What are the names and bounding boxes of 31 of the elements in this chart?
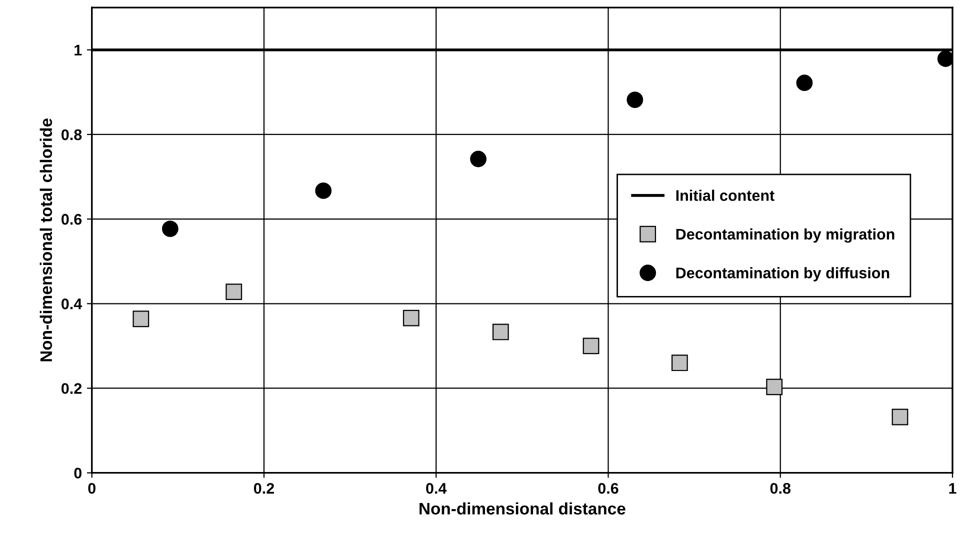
- x-tick-label: 0.4: [426, 482, 447, 494]
- point: [671, 354, 688, 372]
- point: [796, 74, 813, 92]
- point: [402, 310, 420, 326]
- y-tick-label: 0.2: [62, 383, 82, 394]
- point: [766, 378, 783, 396]
- legend-label: Decontamination by migration: [676, 228, 894, 243]
- point: [892, 408, 908, 426]
- legend-label: Decontamination by diffusion: [676, 267, 890, 282]
- x-tick-label: 0.6: [598, 482, 618, 494]
- point: [582, 338, 600, 354]
- y-tick-label: 0.4: [62, 298, 82, 310]
- point: [937, 50, 952, 67]
- y-tick-label: 0: [74, 468, 82, 479]
- x-tick-label: 0: [88, 482, 96, 494]
- point: [470, 150, 486, 168]
- point: [162, 220, 178, 237]
- point: [315, 182, 332, 199]
- x-tick-label: 0.2: [254, 482, 274, 494]
- point: [226, 284, 242, 300]
- x-tick-label: 1: [949, 483, 956, 494]
- point: [626, 92, 644, 108]
- y-tick-label: 0.8: [62, 129, 82, 140]
- legend-label: Initial content: [676, 190, 774, 201]
- x-axis-title: Non-dimensional distance: [420, 502, 626, 515]
- y-tick-label: 1: [74, 44, 82, 56]
- y-tick-label: 0.6: [62, 214, 82, 225]
- point: [492, 324, 509, 340]
- y-axis-title: Non-dimensional total chloride: [40, 118, 52, 362]
- point: [132, 310, 150, 328]
- x-tick-label: 0.8: [770, 482, 791, 494]
